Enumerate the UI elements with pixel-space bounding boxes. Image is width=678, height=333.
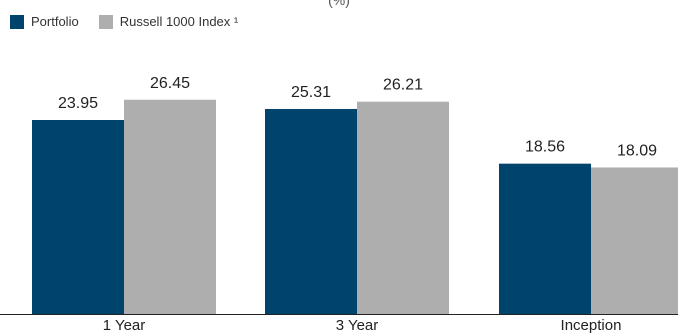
x-tick-label-3-year: 3 Year: [336, 317, 379, 333]
x-tick-label-1-year: 1 Year: [103, 317, 146, 333]
data-label-russell-3-year: 26.21: [383, 77, 423, 94]
x-tick-label-inception: Inception: [561, 317, 622, 333]
data-label-portfolio-inception: 18.56: [525, 139, 565, 156]
data-label-portfolio-1-year: 23.95: [58, 95, 98, 112]
bar-portfolio-1-year: [32, 120, 124, 314]
data-label-russell-inception: 18.09: [617, 142, 657, 159]
data-label-russell-1-year: 26.45: [150, 75, 190, 92]
bar-russell-3-year: [357, 102, 449, 314]
bar-russell-1-year: [124, 100, 216, 314]
bar-russell-inception: [591, 167, 678, 314]
bar-portfolio-3-year: [265, 109, 357, 314]
data-label-portfolio-3-year: 25.31: [291, 84, 331, 101]
bar-portfolio-inception: [499, 164, 591, 314]
